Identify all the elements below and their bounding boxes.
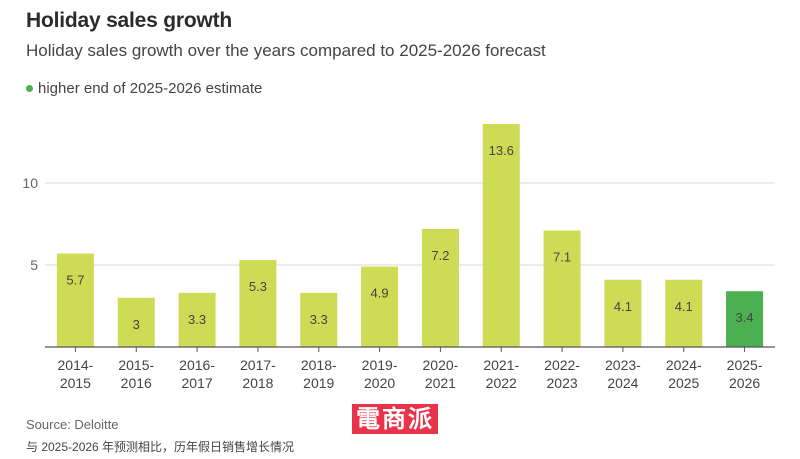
- bar: [726, 291, 764, 347]
- bar-value-label: 13.6: [489, 143, 514, 158]
- y-tick-label: 10: [22, 175, 38, 191]
- x-tick-label: 2019: [303, 375, 334, 391]
- bar: [543, 230, 581, 347]
- bar-value-label: 7.1: [553, 250, 571, 265]
- legend-dot-icon: [26, 85, 33, 92]
- legend-label: higher end of 2025-2026 estimate: [38, 80, 263, 97]
- bar: [178, 292, 216, 347]
- bar: [300, 292, 338, 347]
- bar-value-label: 4.1: [675, 299, 693, 314]
- x-tick-label: 2025-: [727, 357, 763, 373]
- bar: [117, 297, 155, 347]
- bar: [604, 279, 642, 347]
- bar-value-label: 5.7: [66, 273, 84, 288]
- chart-subtitle: Holiday sales growth over the years comp…: [26, 41, 546, 60]
- x-tick-label: 2017: [182, 375, 213, 391]
- x-tick-label: 2018-: [301, 357, 337, 373]
- bar-value-label: 4.1: [614, 299, 632, 314]
- bar: [239, 260, 277, 347]
- x-tick-label: 2019-: [362, 357, 398, 373]
- x-tick-label: 2021-: [483, 357, 519, 373]
- x-tick-label: 2015-: [118, 357, 154, 373]
- source-note: Source: Deloitte: [26, 417, 119, 432]
- x-tick-label: 2023-: [605, 357, 641, 373]
- bar-value-label: 4.9: [371, 286, 389, 301]
- bar: [56, 253, 94, 347]
- x-tick-label: 2021: [425, 375, 456, 391]
- x-tick-label: 2017-: [240, 357, 276, 373]
- bar-value-label: 3: [133, 317, 140, 332]
- x-tick-label: 2024-: [666, 357, 702, 373]
- x-tick-label: 2024: [607, 375, 638, 391]
- bar-value-label: 5.3: [249, 279, 267, 294]
- bar-value-label: 3.3: [188, 312, 206, 327]
- bar-value-label: 3.3: [310, 312, 328, 327]
- x-tick-label: 2014-: [58, 357, 94, 373]
- x-tick-label: 2022: [486, 375, 517, 391]
- watermark-logo: 電商派: [352, 404, 438, 434]
- bar-value-label: 3.4: [736, 310, 754, 325]
- bar-chart: 5 10 5.7 2014- 2015 3 2015- 2016 3.3 2016- 2017 5.3…: [22, 123, 775, 391]
- x-tick-label: 2022-: [544, 357, 580, 373]
- x-tick-label: 2016-: [179, 357, 215, 373]
- bar: [421, 228, 459, 347]
- x-tick-label: 2016: [121, 375, 152, 391]
- y-tick-label: 5: [30, 257, 38, 273]
- x-tick-label: 2026: [729, 375, 760, 391]
- chart-title: Holiday sales growth: [26, 9, 233, 32]
- legend: higher end of 2025-2026 estimate: [26, 80, 262, 97]
- chinese-caption: 与 2025-2026 年预测相比，历年假日销售增长情况: [26, 440, 295, 454]
- x-tick-label: 2015: [60, 375, 91, 391]
- x-tick-label: 2020: [364, 375, 395, 391]
- x-tick-label: 2020-: [423, 357, 459, 373]
- x-tick-label: 2023: [547, 375, 578, 391]
- bar-value-label: 7.2: [431, 248, 449, 263]
- bar: [361, 266, 399, 347]
- bar: [665, 279, 703, 347]
- x-tick-label: 2025: [668, 375, 699, 391]
- bar: [482, 123, 520, 348]
- x-tick-label: 2018: [242, 375, 273, 391]
